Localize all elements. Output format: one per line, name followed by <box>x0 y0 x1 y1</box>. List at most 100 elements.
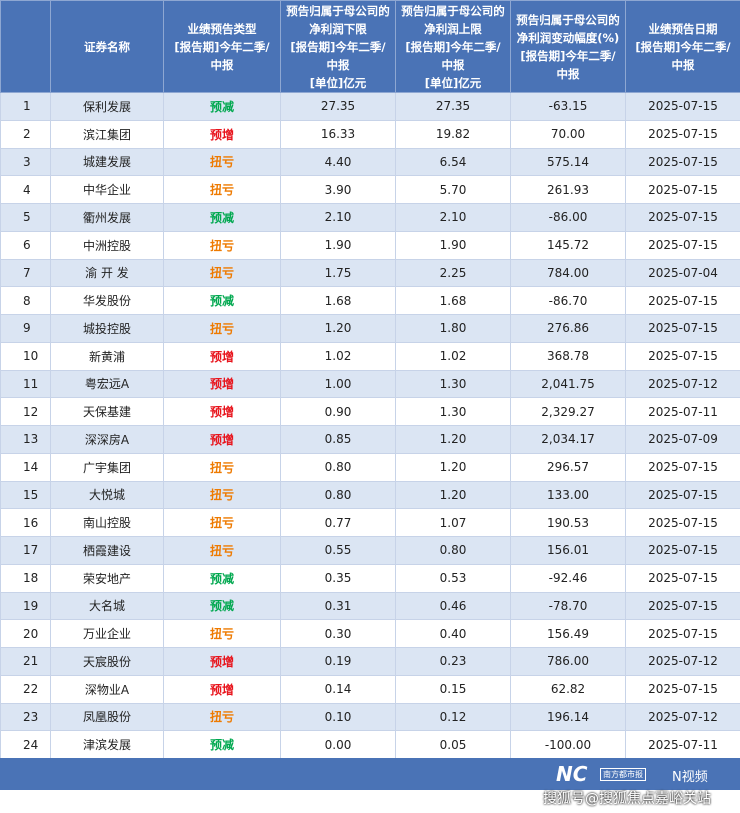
table-cell: 扭亏 <box>163 314 281 343</box>
table-cell: 2025-07-15 <box>625 563 740 593</box>
table-cell: -86.00 <box>510 203 626 232</box>
table-cell: 368.78 <box>510 341 626 371</box>
table-cell: 扭亏 <box>163 175 281 204</box>
header-cell: 预告归属于母公司的 净利润下限 [报告期]今年二季/ 中报 [单位]亿元 <box>280 0 396 93</box>
table-cell: 0.85 <box>280 425 396 454</box>
table-cell: 预增 <box>163 425 281 454</box>
table-cell: 786.00 <box>510 647 626 676</box>
table-cell: 2025-07-04 <box>625 258 740 288</box>
table-cell: 1.30 <box>395 369 511 399</box>
table-cell: 1.20 <box>280 314 396 343</box>
table-cell: 万业企业 <box>50 619 164 648</box>
table-cell: 1.90 <box>395 230 511 260</box>
table-cell: 0.35 <box>280 563 396 593</box>
table-cell: 城建发展 <box>50 147 164 177</box>
table-cell: 0.80 <box>395 536 511 565</box>
data-table: 证券名称 业绩预告类型 [报告期]今年二季/ 中报 预告归属于母公司的 净利润下限 … <box>0 0 740 759</box>
table-cell: 0.23 <box>395 647 511 676</box>
table-cell: 0.30 <box>280 619 396 648</box>
table-cell: 1.20 <box>395 452 511 482</box>
table-row: 19 大名城 预减 0.31 0.46 -78.70 2025-07-15 <box>0 591 740 621</box>
table-cell: 0.46 <box>395 591 511 621</box>
table-cell: 大名城 <box>50 591 164 621</box>
table-row: 12 天保基建 预增 0.90 1.30 2,329.27 2025-07-11 <box>0 397 740 426</box>
table-cell: 2025-07-15 <box>625 619 740 648</box>
table-row: 23 凤凰股份 扭亏 0.10 0.12 196.14 2025-07-12 <box>0 702 740 732</box>
table-cell: 0.10 <box>280 702 396 732</box>
table-cell: 扭亏 <box>163 702 281 732</box>
table-cell: 261.93 <box>510 175 626 204</box>
table-cell: 2,041.75 <box>510 369 626 399</box>
table-cell: 扭亏 <box>163 619 281 648</box>
row-index: 11 <box>0 369 51 399</box>
table-cell: 预减 <box>163 563 281 593</box>
table-cell: 扭亏 <box>163 230 281 260</box>
row-index: 19 <box>0 591 51 621</box>
table-cell: 2025-07-11 <box>625 397 740 426</box>
table-cell: 大悦城 <box>50 480 164 510</box>
table-cell: 0.40 <box>395 619 511 648</box>
table-cell: 575.14 <box>510 147 626 177</box>
header-cell: 预告归属于母公司的 净利润上限 [报告期]今年二季/ 中报 [单位]亿元 <box>395 0 511 93</box>
row-index: 8 <box>0 286 51 315</box>
row-index: 3 <box>0 147 51 177</box>
table-cell: 津滨发展 <box>50 730 164 759</box>
row-index: 18 <box>0 563 51 593</box>
table-cell: 0.31 <box>280 591 396 621</box>
table-cell: 156.49 <box>510 619 626 648</box>
table-cell: 1.00 <box>280 369 396 399</box>
table-cell: 华发股份 <box>50 286 164 315</box>
table-cell: 27.35 <box>395 92 511 121</box>
table-cell: 扭亏 <box>163 480 281 510</box>
table-cell: 296.57 <box>510 452 626 482</box>
table-cell: 扭亏 <box>163 147 281 177</box>
table-cell: 南山控股 <box>50 508 164 537</box>
row-index: 22 <box>0 674 51 704</box>
row-index: 12 <box>0 397 51 426</box>
header-cell: 预告归属于母公司的 净利润变动幅度(%) [报告期]今年二季/ 中报 <box>510 0 626 93</box>
table-cell: 0.80 <box>280 452 396 482</box>
table-cell: 156.01 <box>510 536 626 565</box>
table-row: 3 城建发展 扭亏 4.40 6.54 575.14 2025-07-15 <box>0 147 740 177</box>
table-row: 5 衢州发展 预减 2.10 2.10 -86.00 2025-07-15 <box>0 203 740 232</box>
table-cell: 2025-07-12 <box>625 647 740 676</box>
table-row: 17 栖霞建设 扭亏 0.55 0.80 156.01 2025-07-15 <box>0 536 740 565</box>
row-index: 14 <box>0 452 51 482</box>
table-cell: 190.53 <box>510 508 626 537</box>
table-cell: -78.70 <box>510 591 626 621</box>
table-cell: 1.07 <box>395 508 511 537</box>
table-cell: 1.20 <box>395 480 511 510</box>
table-row: 8 华发股份 预减 1.68 1.68 -86.70 2025-07-15 <box>0 286 740 315</box>
table-row: 10 新黄浦 预增 1.02 1.02 368.78 2025-07-15 <box>0 341 740 371</box>
table-row: 14 广宇集团 扭亏 0.80 1.20 296.57 2025-07-15 <box>0 452 740 482</box>
table-cell: 3.90 <box>280 175 396 204</box>
table-cell: 渝 开 发 <box>50 258 164 288</box>
table-cell: 1.02 <box>280 341 396 371</box>
table-cell: 深物业A <box>50 674 164 704</box>
row-index: 16 <box>0 508 51 537</box>
table-cell: 2025-07-09 <box>625 425 740 454</box>
table-row: 16 南山控股 扭亏 0.77 1.07 190.53 2025-07-15 <box>0 508 740 537</box>
table-cell: 2025-07-15 <box>625 480 740 510</box>
table-cell: 2025-07-15 <box>625 147 740 177</box>
table-cell: 2025-07-15 <box>625 452 740 482</box>
table-cell: 2025-07-15 <box>625 508 740 537</box>
table-cell: 19.82 <box>395 119 511 149</box>
table-cell: -100.00 <box>510 730 626 759</box>
logo: NC <box>556 762 588 786</box>
table-cell: 2025-07-15 <box>625 591 740 621</box>
table-cell: 预减 <box>163 92 281 121</box>
table-cell: 0.80 <box>280 480 396 510</box>
table-cell: 0.15 <box>395 674 511 704</box>
table-cell: 0.55 <box>280 536 396 565</box>
table-cell: 2025-07-15 <box>625 230 740 260</box>
table-cell: 2025-07-15 <box>625 314 740 343</box>
table-row: 15 大悦城 扭亏 0.80 1.20 133.00 2025-07-15 <box>0 480 740 510</box>
table-cell: 预增 <box>163 341 281 371</box>
table-cell: 保利发展 <box>50 92 164 121</box>
table-cell: 2025-07-15 <box>625 674 740 704</box>
table-cell: 中洲控股 <box>50 230 164 260</box>
table-cell: 2025-07-15 <box>625 341 740 371</box>
table-cell: 27.35 <box>280 92 396 121</box>
